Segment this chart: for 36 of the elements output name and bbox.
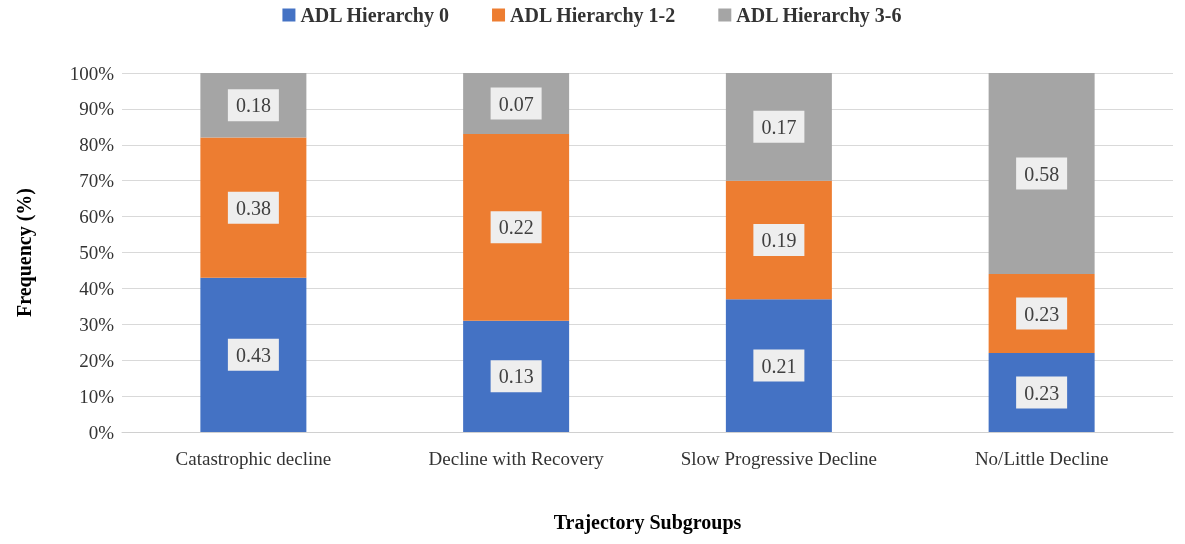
annotation: 0.21 (761, 354, 797, 377)
bar (200, 277, 307, 432)
bar (988, 73, 1095, 275)
y-tick-label: 50% (79, 242, 115, 263)
y-tick-label: 0% (88, 421, 115, 443)
annotation: 0.38 (235, 196, 271, 219)
annotation: 0.18 (235, 94, 271, 117)
annotation: 0.17 (761, 115, 797, 138)
y-tick-label: 30% (79, 313, 115, 335)
legend-label: ADL Hierarchy 3-6 (736, 4, 902, 27)
annotation: 0.23 (1024, 302, 1060, 325)
y-tick-label: 40% (79, 277, 115, 299)
bar (463, 134, 570, 321)
y-tick-label: 90% (79, 98, 115, 120)
x-tick-label: No/Little Decline (974, 447, 1109, 469)
y-tick-label: 100% (69, 62, 115, 84)
x-tick-label: Catastrophic decline (175, 447, 332, 469)
y-tick-label: 20% (79, 349, 115, 371)
y-tick-label: 10% (79, 385, 115, 407)
y-tick-label: 60% (79, 206, 115, 228)
y-tick-label: 80% (79, 134, 115, 156)
annotation: 0.23 (1024, 381, 1060, 404)
x-tick-label: Decline with Recovery (428, 447, 605, 469)
annotation: 0.19 (761, 228, 797, 251)
legend-label: ADL Hierarchy 1-2 (510, 4, 676, 27)
annotation: 0.43 (235, 343, 271, 366)
annotation: 0.58 (1024, 162, 1060, 185)
bar (200, 137, 307, 278)
y-tick-label: 70% (79, 170, 115, 192)
annotation: 0.13 (498, 365, 534, 388)
annotation: 0.22 (498, 216, 534, 239)
annotation: 0.07 (498, 92, 534, 115)
legend-label: ADL Hierarchy 0 (300, 4, 449, 27)
y-axis-title: Frequency (%) (13, 187, 36, 318)
x-tick-label: Slow Progressive Decline (680, 447, 878, 469)
x-axis-title: Trajectory Subgroups (553, 511, 742, 534)
